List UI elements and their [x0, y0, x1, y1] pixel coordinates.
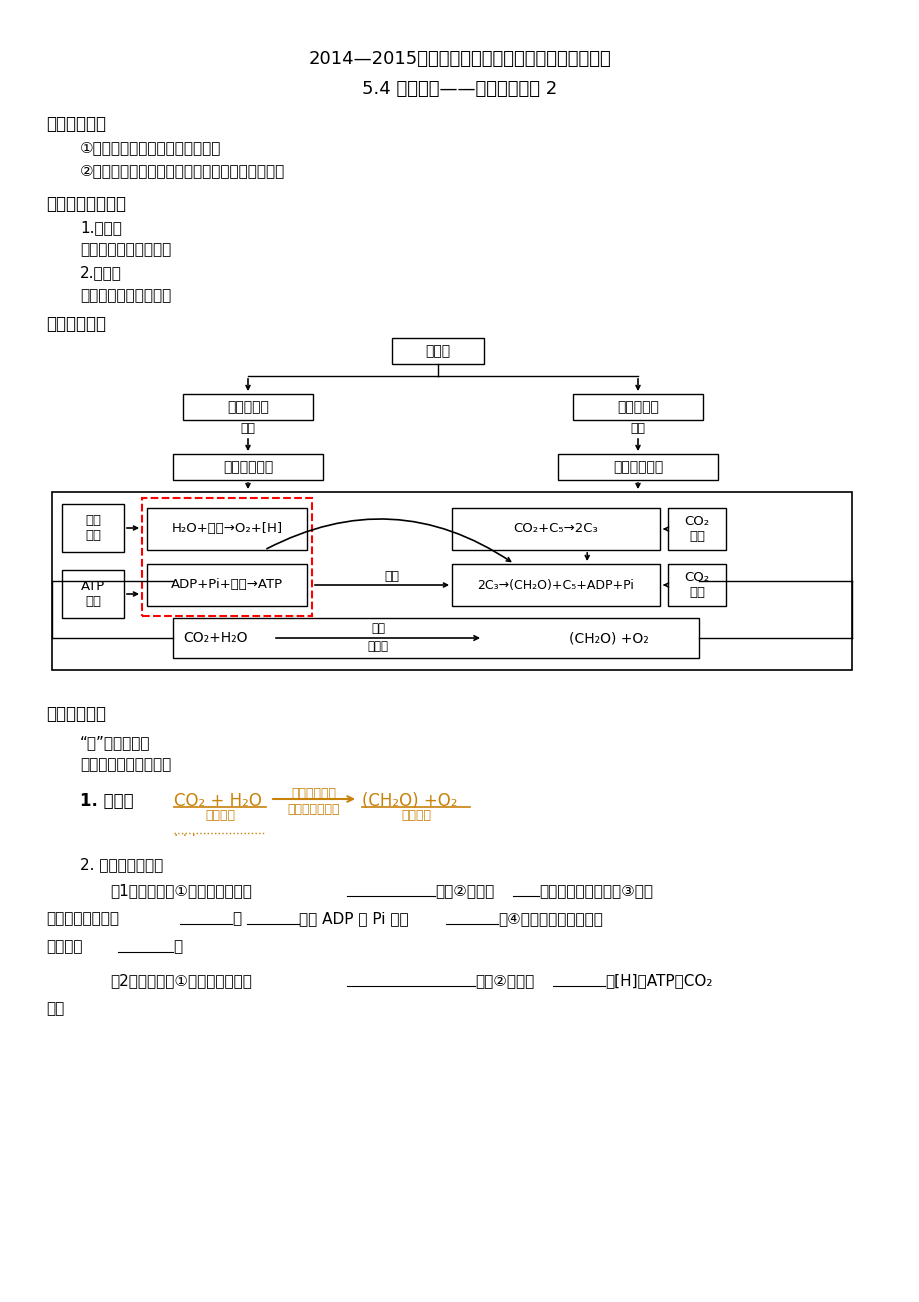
Bar: [558, 454, 717, 480]
Text: 叶绿体（场所）: 叶绿体（场所）: [288, 803, 340, 816]
Text: ADP+Pi+光能→ATP: ADP+Pi+光能→ATP: [171, 578, 283, 591]
Text: （产物）: （产物）: [401, 809, 430, 822]
Text: 1. 概念：: 1. 概念：: [80, 792, 133, 810]
Text: 2014—2015学年生物（新人教版）必修一同步导学案: 2014—2015学年生物（新人教版）必修一同步导学案: [308, 49, 611, 68]
Text: 1.重点：: 1.重点：: [80, 220, 121, 234]
Text: 、[H]、ATP、CO₂: 、[H]、ATP、CO₂: [605, 973, 711, 988]
Text: 为活跃的: 为活跃的: [46, 939, 83, 954]
Text: H₂O+光照→O₂+[H]: H₂O+光照→O₂+[H]: [171, 522, 282, 535]
Text: CO₂+H₂O: CO₂+H₂O: [183, 631, 247, 644]
Text: CO₂
还原: CO₂ 还原: [684, 572, 709, 599]
Bar: [173, 618, 698, 658]
Text: CO₂ + H₂O: CO₂ + H₂O: [174, 792, 262, 810]
Text: 变化：将水分解为: 变化：将水分解为: [46, 911, 119, 926]
Text: 等。: 等。: [46, 1001, 64, 1016]
Text: 2. 光合作用的过程: 2. 光合作用的过程: [80, 857, 163, 872]
Text: 三、知识网络: 三、知识网络: [46, 315, 106, 333]
Bar: [573, 395, 702, 421]
Text: 中。②条件：: 中。②条件：: [474, 973, 534, 988]
Bar: [451, 564, 659, 605]
Text: 暗反应阶段: 暗反应阶段: [617, 400, 658, 414]
Text: 光能: 光能: [370, 622, 384, 635]
Bar: [391, 339, 483, 365]
Text: 上。②条件：: 上。②条件：: [435, 883, 494, 898]
Text: (CH₂O) +O₂: (CH₂O) +O₂: [361, 792, 457, 810]
Text: 参与: 参与: [383, 570, 399, 583]
Text: 光合作用的过程和应用: 光合作用的过程和应用: [80, 756, 171, 772]
Text: CO₂+C₅→2C₃: CO₂+C₅→2C₃: [513, 522, 597, 535]
Text: ①知道光合作用被发现的基本过程: ①知道光合作用被发现的基本过程: [80, 141, 221, 155]
Bar: [62, 504, 124, 552]
Bar: [667, 508, 725, 549]
Text: 叶绿体: 叶绿体: [425, 344, 450, 358]
Text: . . .: . . .: [174, 825, 196, 838]
Text: 光合作用的过程和原理: 光合作用的过程和原理: [80, 288, 171, 303]
Bar: [142, 497, 312, 616]
Text: “导”一自主预习: “导”一自主预习: [80, 736, 151, 750]
Text: （原料）: （原料）: [205, 809, 234, 822]
Text: 5.4 能量之源——光与光合作用 2: 5.4 能量之源——光与光合作用 2: [362, 79, 557, 98]
Text: 光反应阶段: 光反应阶段: [227, 400, 268, 414]
Text: 2.难点：: 2.难点：: [80, 266, 121, 280]
Text: 类囊体的薄膜: 类囊体的薄膜: [222, 460, 273, 474]
Text: CO₂
固定: CO₂ 固定: [684, 516, 709, 543]
Bar: [451, 508, 659, 549]
Bar: [52, 492, 851, 671]
Text: （1）光反应：①场所：叶绿体的: （1）光反应：①场所：叶绿体的: [110, 883, 252, 898]
Text: 。④能量变化：光能转变: 。④能量变化：光能转变: [497, 911, 602, 926]
Text: 叶绿体的基质: 叶绿体的基质: [612, 460, 663, 474]
Bar: [147, 508, 307, 549]
Text: ②简述出光合作用的原料、产物、条件和反应场所: ②简述出光合作用的原料、产物、条件和反应场所: [80, 163, 285, 178]
Text: 2C₃→(CH₂O)+C₅+ADP+Pi: 2C₃→(CH₂O)+C₅+ADP+Pi: [477, 578, 634, 591]
Bar: [667, 564, 725, 605]
Text: ，将 ADP 和 Pi 合成: ，将 ADP 和 Pi 合成: [299, 911, 408, 926]
Bar: [62, 570, 124, 618]
Bar: [147, 564, 307, 605]
Bar: [173, 454, 323, 480]
Text: 光合作用的过程和原理: 光合作用的过程和原理: [80, 242, 171, 256]
Text: 和: 和: [232, 911, 241, 926]
Text: 光能（动力）: 光能（动力）: [291, 786, 336, 799]
Text: 、色素、酶、水等。③物质: 、色素、酶、水等。③物质: [539, 883, 652, 898]
Text: 叶绿体: 叶绿体: [367, 641, 388, 654]
Text: 水的
光解: 水的 光解: [85, 514, 101, 542]
Bar: [183, 395, 312, 421]
Text: 四、导学过程: 四、导学过程: [46, 704, 106, 723]
Text: ATP
形成: ATP 形成: [81, 579, 105, 608]
Text: 场所: 场所: [630, 422, 645, 435]
Text: 一、学习目标: 一、学习目标: [46, 115, 106, 133]
Text: (CH₂O) +O₂: (CH₂O) +O₂: [568, 631, 648, 644]
Text: 二、学习重、难点: 二、学习重、难点: [46, 195, 126, 214]
Text: 场所: 场所: [240, 422, 255, 435]
Text: 。: 。: [173, 939, 182, 954]
Text: （2）暗反应：①场所：叶绿体的: （2）暗反应：①场所：叶绿体的: [110, 973, 252, 988]
